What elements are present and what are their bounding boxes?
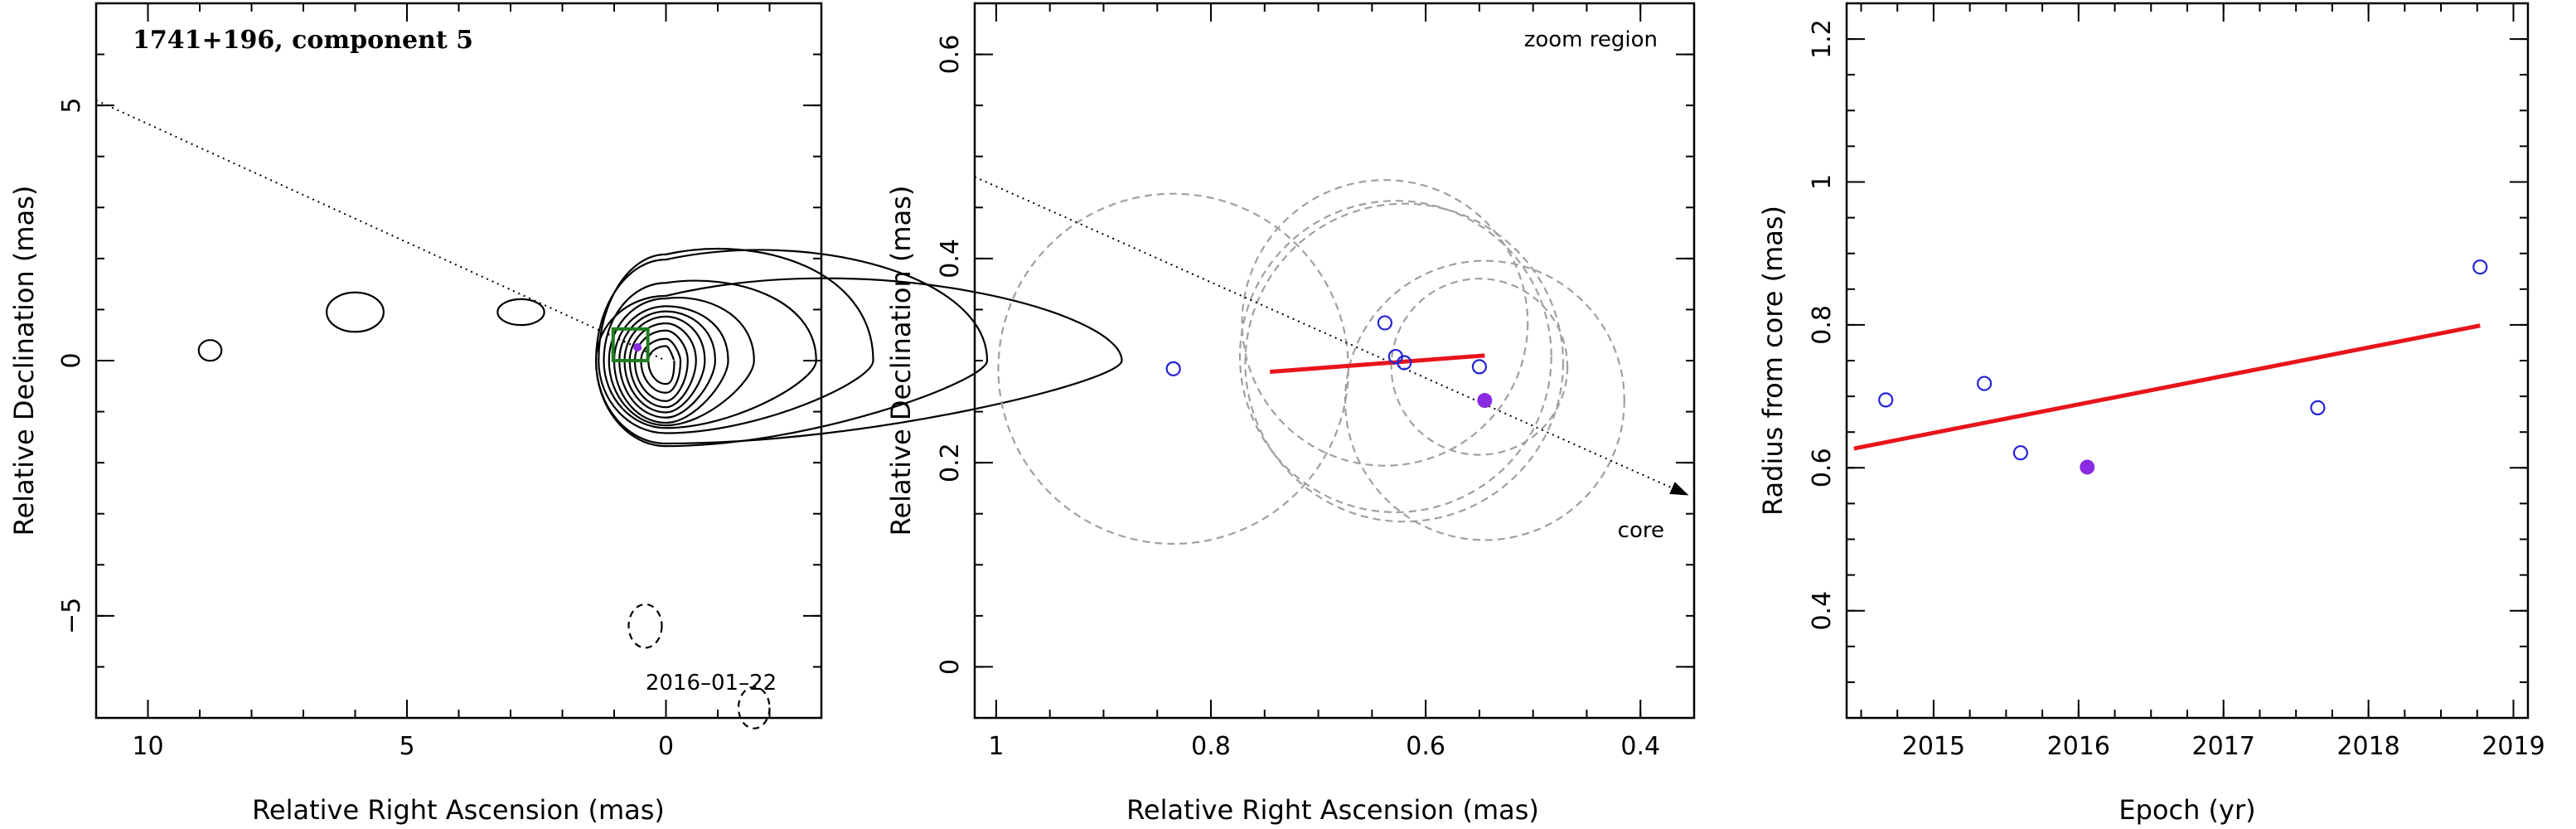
panel-vlba-map-ylabel: Relative Declination (mas) (8, 186, 40, 536)
negative-contour (627, 603, 663, 649)
y-tick-label: 0 (57, 352, 86, 368)
epoch-label: 2016–01–22 (646, 671, 777, 696)
x-tick-label: 10 (132, 732, 163, 761)
data-point (1977, 376, 1993, 391)
data-point-highlight (1477, 393, 1493, 409)
zoom-region-box (611, 327, 650, 362)
panel-radius-xlabel: Epoch (yr) (2118, 794, 2255, 826)
panel-zoom-ylabel: Relative Declination (mas) (885, 186, 917, 536)
data-point (2012, 445, 2028, 461)
y-tick-label: 1 (1808, 174, 1837, 190)
panel-zoom-frame (973, 2, 1696, 720)
error-circle (997, 192, 1349, 545)
contour-line (608, 297, 755, 427)
panel-vlba-map-xlabel: Relative Right Ascension (mas) (252, 794, 665, 826)
data-point (1165, 361, 1181, 376)
x-tick-label: 0.6 (1406, 732, 1445, 761)
y-tick-label: 0.4 (936, 239, 965, 279)
panel-zoom-xlabel: Relative Right Ascension (mas) (1126, 794, 1539, 826)
trajectory-fit-line (1270, 353, 1485, 375)
contour-line (647, 345, 675, 385)
y-tick-label: 0.4 (1808, 591, 1837, 631)
panel-vlba-map-xtick-labels: 10 5 0 (132, 732, 674, 761)
error-circles (997, 179, 1625, 545)
panel-radius-vs-epoch: Epoch (yr) Radius from core (mas) 2015 2… (1757, 2, 2545, 826)
error-circle (1344, 259, 1625, 541)
panel-radius-xtick-labels: 2015 2016 2017 2018 2019 (1902, 732, 2545, 761)
contour-line (598, 248, 874, 434)
panel-zoom: zoom region core Relative Right Ascensio… (885, 2, 1696, 826)
radius-points (1878, 259, 2488, 475)
position-points (1165, 315, 1493, 409)
data-point (1878, 392, 1894, 408)
data-point (2472, 259, 2488, 275)
x-tick-label: 0.8 (1191, 732, 1231, 761)
contour-island (326, 291, 385, 333)
y-tick-label: 0.6 (936, 35, 965, 75)
contour-island (496, 298, 545, 327)
panel-radius-vs-epoch-frame (1845, 2, 2530, 720)
y-tick-label: 1.2 (1808, 19, 1837, 59)
zoom-region-label: zoom region (1524, 27, 1658, 52)
radius-fit-line (1853, 323, 2481, 451)
error-circle (1238, 200, 1552, 514)
component-5-marker (633, 342, 642, 351)
y-tick-label: 0.2 (936, 443, 965, 482)
contour-line (595, 249, 989, 448)
data-point (1471, 359, 1487, 375)
core-label: core (1618, 518, 1664, 543)
data-point (1397, 355, 1412, 371)
contour-line (603, 279, 817, 429)
panel-radius-ylabel: Radius from core (mas) (1757, 206, 1789, 516)
contour-line (628, 322, 697, 409)
panel-vlba-map: 1741+196, component 5 2016–01–22 Relativ… (8, 2, 1123, 826)
x-tick-label: 0.4 (1620, 732, 1660, 761)
panel-zoom-xtick-labels: 1 0.8 0.6 0.4 (988, 732, 1660, 761)
error-circle (1244, 202, 1565, 523)
x-tick-label: 2015 (1902, 732, 1965, 761)
panel-zoom-ytick-labels: 0 0.2 0.4 0.6 (936, 35, 965, 675)
y-tick-label: 0.8 (1808, 305, 1837, 345)
data-point (1377, 315, 1392, 331)
y-tick-label: 5 (57, 98, 86, 114)
x-tick-label: 5 (399, 732, 414, 761)
panel-vlba-map-ytick-labels: 5 0 −5 (57, 98, 86, 634)
direction-to-core-line (974, 176, 1689, 497)
panel-radius-ytick-labels: 0.4 0.6 0.8 1 1.2 (1808, 19, 1837, 630)
panel-vlba-map-title: 1741+196, component 5 (133, 26, 473, 55)
y-tick-label: 0.6 (1808, 448, 1837, 487)
y-tick-label: −5 (57, 598, 86, 634)
x-tick-label: 1 (988, 732, 1004, 761)
data-point-highlight (2080, 459, 2095, 475)
x-tick-label: 2018 (2336, 732, 2399, 761)
data-point (2310, 400, 2326, 415)
contour-island (197, 339, 223, 362)
negative-contour (737, 686, 771, 730)
panel-vlba-map-ticks (95, 2, 822, 719)
panel-radius-ticks (1847, 2, 2528, 719)
panel-zoom-ticks (975, 2, 1695, 718)
intensity-contours (197, 248, 1123, 730)
x-tick-label: 2017 (2192, 732, 2255, 761)
x-tick-label: 2019 (2482, 732, 2545, 761)
y-tick-label: 0 (936, 659, 965, 675)
error-circle (1390, 278, 1569, 456)
x-tick-label: 0 (658, 732, 674, 761)
error-circle (1241, 179, 1529, 467)
x-tick-label: 2016 (2047, 732, 2110, 761)
direction-arrowhead (1669, 482, 1689, 496)
